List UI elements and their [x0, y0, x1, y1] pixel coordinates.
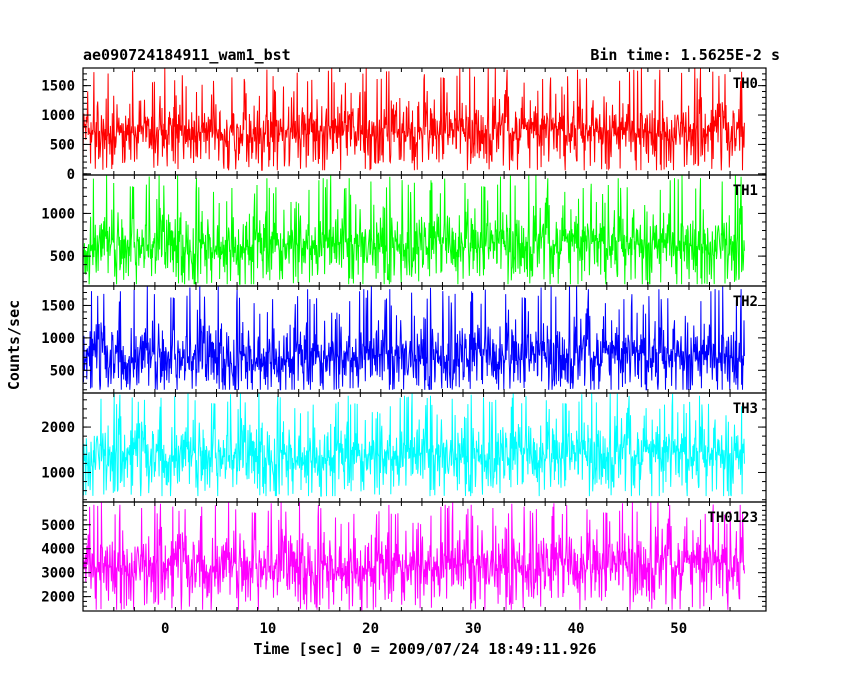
y-tick-label: 4000 [41, 542, 75, 558]
y-tick-label: 2000 [41, 420, 75, 436]
series-line-th3 [83, 393, 745, 497]
panel-frame [82, 501, 767, 612]
x-tick-label: 30 [465, 621, 482, 637]
x-tick-label: 40 [568, 621, 585, 637]
y-tick-label: 1000 [41, 206, 75, 222]
y-tick-label: 1500 [41, 298, 75, 314]
y-tick-label: 5000 [41, 518, 75, 534]
y-tick-label: 2000 [41, 590, 75, 606]
y-tick-label: 1000 [41, 465, 75, 481]
panel-label-th2: TH2 [733, 294, 758, 310]
x-tick-label: 20 [362, 621, 379, 637]
panel-label-th3: TH3 [733, 401, 758, 417]
y-tick-label: 3000 [41, 566, 75, 582]
y-tick-label: 500 [50, 363, 75, 379]
chart-title: ae090724184911_wam1_bst [83, 46, 291, 64]
y-tick-label: 1000 [41, 331, 75, 347]
y-tick-label: 0 [67, 167, 75, 183]
chart-subtitle: Bin time: 1.5625E-2 s [590, 46, 780, 64]
x-tick-label: 50 [670, 621, 687, 637]
series-line-th1 [83, 175, 745, 285]
y-axis-label: Counts/sec [5, 300, 23, 390]
series-line-th2 [83, 286, 745, 391]
x-tick-label: 0 [161, 621, 169, 637]
x-axis-label: Time [sec] 0 = 2009/07/24 18:49:11.926 [253, 640, 596, 658]
x-tick-label: 10 [259, 621, 276, 637]
series-line-th0 [83, 68, 745, 171]
series-line-th0123 [83, 502, 745, 611]
panel-label-th0123: TH0123 [707, 510, 758, 526]
y-tick-label: 500 [50, 137, 75, 153]
panel-label-th1: TH1 [733, 183, 758, 199]
y-tick-label: 500 [50, 249, 75, 265]
y-tick-label: 1500 [41, 79, 75, 95]
panel-label-th0: TH0 [733, 76, 758, 92]
y-tick-label: 1000 [41, 108, 75, 124]
